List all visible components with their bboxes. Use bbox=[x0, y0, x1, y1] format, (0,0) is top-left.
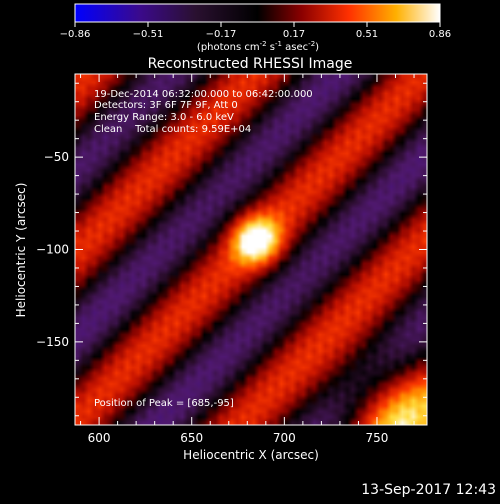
peak-position-label: Position of Peak = [685,-95] bbox=[94, 398, 234, 409]
colorbar-tick-label: 0.86 bbox=[429, 29, 451, 40]
heatmap-image bbox=[75, 74, 427, 425]
x-tick-label: 700 bbox=[273, 431, 296, 445]
x-tick-label: 750 bbox=[366, 431, 389, 445]
x-tick-label: 600 bbox=[88, 431, 111, 445]
colorbar-tick-label: −0.86 bbox=[60, 29, 91, 40]
timestamp: 13-Sep-2017 12:43 bbox=[361, 482, 496, 498]
y-axis-label: Heliocentric Y (arcsec) bbox=[14, 183, 28, 318]
y-tick-label: −50 bbox=[44, 150, 69, 164]
annotation-detectors: Detectors: 3F 6F 7F 9F, Att 0 bbox=[94, 100, 238, 111]
annotation-time: 19-Dec-2014 06:32:00.000 to 06:42:00.000 bbox=[94, 89, 313, 100]
y-tick-label: −150 bbox=[36, 335, 69, 349]
x-tick-label: 650 bbox=[180, 431, 203, 445]
colorbar-tick-label: 0.17 bbox=[283, 29, 305, 40]
annotation-clean: Clean Total counts: 9.59E+04 bbox=[94, 124, 251, 135]
colorbar-tick-label: −0.51 bbox=[133, 29, 164, 40]
colorbar bbox=[74, 3, 441, 23]
x-axis-label: Heliocentric X (arcsec) bbox=[183, 448, 319, 462]
annotation-energy: Energy Range: 3.0 - 6.0 keV bbox=[94, 112, 234, 123]
colorbar-tick-label: −0.17 bbox=[206, 29, 237, 40]
y-tick-label: −100 bbox=[36, 243, 69, 257]
colorbar-tick-label: 0.51 bbox=[356, 29, 378, 40]
axis-ticks: 600 650 700 750 −50 −100 −150 bbox=[36, 74, 427, 445]
colorbar-units: (photons cm-2 s-1 asec-2) bbox=[197, 40, 319, 53]
chart-title: Reconstructed RHESSI Image bbox=[148, 56, 353, 72]
colorbar-ticks: −0.86 −0.51 −0.17 0.17 0.51 0.86 bbox=[60, 22, 451, 40]
